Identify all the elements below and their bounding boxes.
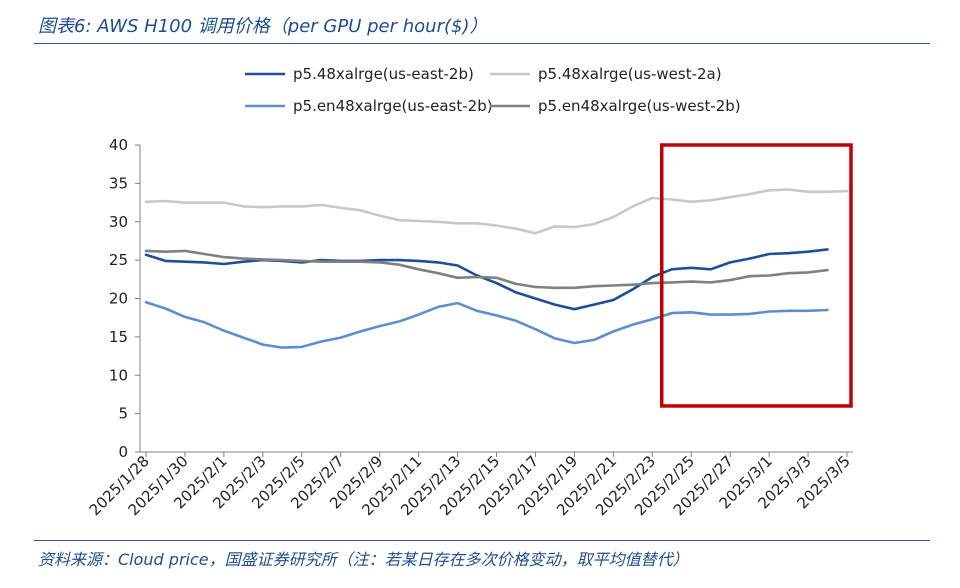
footer-divider: [34, 540, 930, 541]
chart-title: 图表6: AWS H100 调用价格（per GPU per hour($)）: [38, 16, 488, 37]
y-tick-label: 40: [109, 136, 128, 154]
title-divider: [34, 43, 930, 44]
y-tick-label: 25: [109, 251, 128, 269]
legend-label: p5.48xalrge(us-east-2b): [293, 65, 474, 83]
series-line-2: [144, 188, 849, 235]
y-tick-label: 30: [109, 213, 128, 231]
y-tick-label: 0: [118, 443, 128, 461]
legend-label: p5.en48xalrge(us-east-2b): [293, 97, 493, 115]
y-tick-label: 10: [109, 366, 128, 384]
highlight-box: [660, 143, 853, 408]
series-line-3: [144, 300, 829, 349]
source-note: 资料来源：Cloud price，国盛证券研究所（注：若某日存在多次价格变动，取…: [38, 550, 689, 569]
series-line-4: [144, 249, 829, 290]
legend-label: p5.en48xalrge(us-west-2b): [538, 97, 741, 115]
y-tick-label: 15: [109, 328, 128, 346]
y-tick-label: 35: [109, 174, 128, 192]
y-tick-label: 5: [118, 405, 128, 423]
legend-label: p5.48xalrge(us-west-2a): [538, 65, 722, 83]
y-tick-label: 20: [109, 290, 128, 308]
